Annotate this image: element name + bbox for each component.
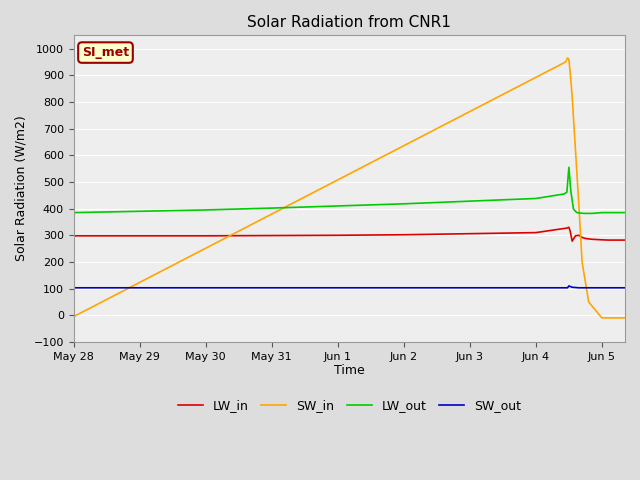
LW_in: [579, 235, 586, 240]
LW_out: [400, 201, 408, 207]
SW_in: [562, 59, 570, 65]
LW_in: [566, 228, 574, 234]
LW_in: [136, 233, 143, 239]
LW_out: [334, 203, 342, 209]
LW_in: [334, 232, 342, 238]
SW_out: [561, 285, 568, 291]
Text: SI_met: SI_met: [82, 46, 129, 59]
LW_out: [532, 196, 540, 202]
LW_in: [565, 224, 573, 230]
LW_in: [621, 237, 629, 243]
LW_in: [532, 230, 540, 236]
LW_in: [588, 236, 596, 242]
X-axis label: Time: Time: [334, 364, 365, 377]
LW_in: [605, 237, 612, 243]
LW_in: [598, 237, 605, 243]
SW_in: [621, 315, 629, 321]
LW_in: [575, 232, 582, 238]
SW_out: [70, 285, 77, 291]
LW_out: [268, 205, 276, 211]
LW_out: [573, 210, 580, 216]
SW_in: [585, 299, 593, 305]
LW_out: [611, 210, 619, 216]
LW_in: [466, 231, 474, 237]
Line: LW_out: LW_out: [74, 168, 625, 214]
LW_out: [70, 210, 77, 216]
SW_in: [70, 314, 77, 320]
SW_in: [575, 201, 582, 206]
LW_out: [567, 189, 575, 194]
SW_out: [565, 283, 573, 289]
Line: SW_out: SW_out: [74, 286, 625, 288]
LW_in: [568, 238, 576, 244]
LW_out: [466, 198, 474, 204]
LW_in: [268, 233, 276, 239]
Title: Solar Radiation from CNR1: Solar Radiation from CNR1: [248, 15, 451, 30]
LW_in: [202, 233, 209, 239]
LW_in: [572, 233, 579, 239]
LW_in: [582, 236, 589, 241]
SW_in: [568, 94, 576, 99]
LW_out: [621, 210, 629, 216]
SW_out: [598, 285, 605, 291]
LW_in: [400, 232, 408, 238]
LW_out: [605, 210, 612, 216]
SW_in: [566, 70, 574, 75]
SW_in: [605, 315, 612, 321]
SW_in: [598, 315, 605, 321]
LW_out: [563, 189, 571, 195]
LW_out: [582, 211, 589, 216]
LW_in: [611, 237, 619, 243]
LW_out: [136, 208, 143, 214]
SW_in: [579, 259, 586, 265]
Y-axis label: Solar Radiation (W/m2): Solar Radiation (W/m2): [15, 116, 28, 262]
SW_out: [566, 284, 574, 289]
LW_out: [577, 210, 584, 216]
SW_in: [564, 55, 572, 61]
SW_out: [575, 285, 582, 291]
Line: LW_in: LW_in: [74, 227, 625, 241]
SW_in: [565, 57, 573, 62]
SW_out: [579, 285, 586, 291]
Line: SW_in: SW_in: [74, 58, 625, 318]
SW_out: [564, 285, 572, 291]
LW_in: [563, 225, 571, 231]
SW_out: [621, 285, 629, 291]
LW_out: [565, 165, 573, 170]
SW_out: [568, 284, 576, 290]
Legend: LW_in, SW_in, LW_out, SW_out: LW_in, SW_in, LW_out, SW_out: [173, 394, 526, 417]
LW_out: [561, 191, 568, 197]
LW_out: [588, 211, 596, 216]
LW_out: [202, 207, 209, 213]
LW_out: [570, 206, 577, 212]
SW_in: [572, 147, 579, 153]
LW_in: [70, 233, 77, 239]
LW_out: [598, 210, 605, 216]
